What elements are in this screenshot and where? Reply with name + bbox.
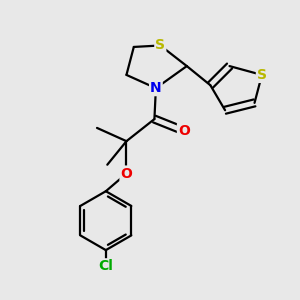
Text: N: N (150, 81, 162, 95)
Text: S: S (155, 38, 165, 52)
Text: O: O (121, 167, 132, 181)
Text: Cl: Cl (98, 259, 113, 273)
Text: O: O (178, 124, 190, 138)
Text: S: S (257, 68, 267, 82)
